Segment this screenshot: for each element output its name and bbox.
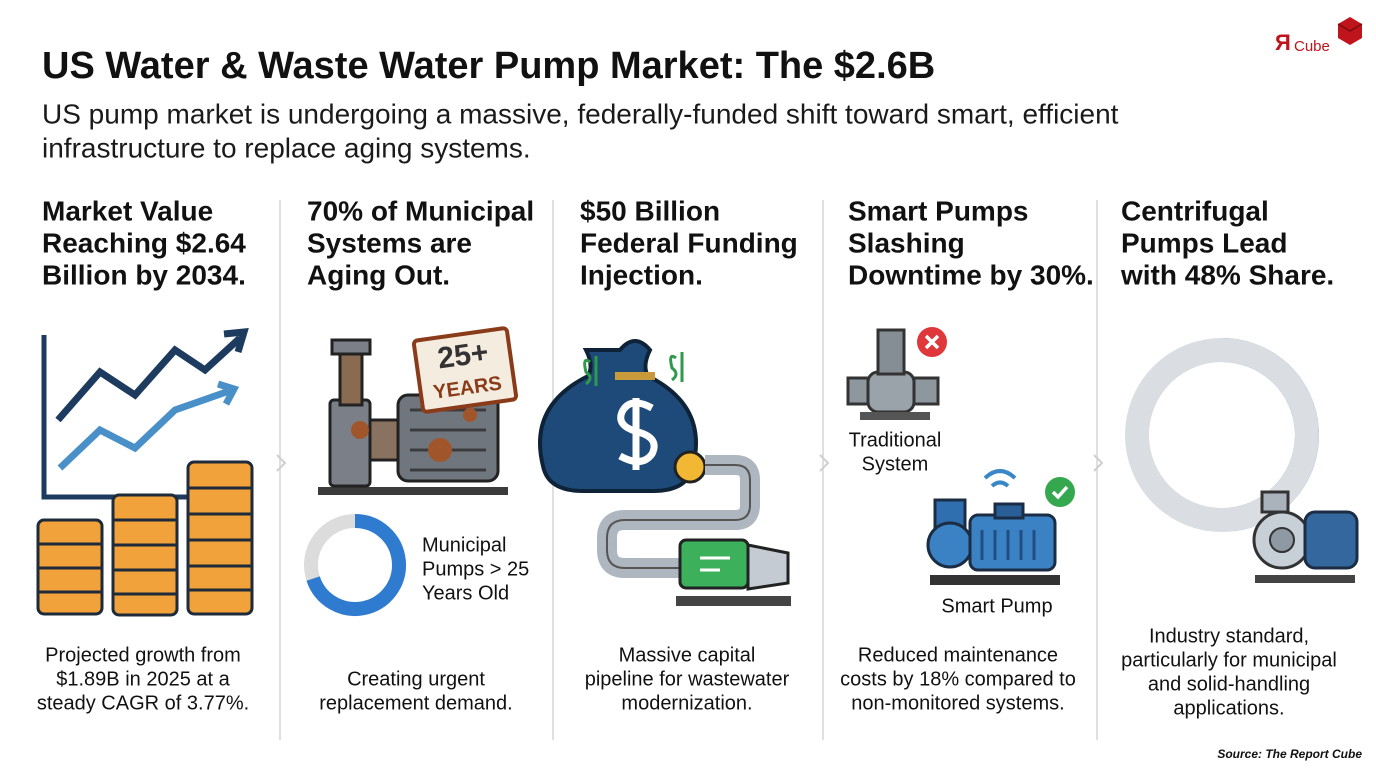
donut-arc <box>306 514 406 616</box>
column-description: non-monitored systems. <box>851 692 1064 714</box>
column-description: steady CAGR of 3.77%. <box>37 692 249 714</box>
column-heading: Centrifugal <box>1121 195 1269 226</box>
column-heading: Smart Pumps <box>848 195 1029 226</box>
column-description: Massive capital <box>619 644 756 666</box>
pump-label: Smart Pump <box>941 595 1052 617</box>
column-description: replacement demand. <box>319 692 512 714</box>
column-description: Projected growth from <box>45 644 241 666</box>
source: Source: The Report Cube <box>1217 747 1362 761</box>
icon-part <box>583 352 684 386</box>
icon-part <box>924 334 940 350</box>
column-description: applications. <box>1173 697 1284 719</box>
icon-part <box>860 412 930 420</box>
icon-part <box>1255 575 1355 583</box>
icon-part <box>1125 338 1319 532</box>
icon-part <box>606 464 751 569</box>
icon-part <box>673 450 707 484</box>
icon-part <box>846 376 870 406</box>
column-heading: Federal Funding <box>580 227 798 258</box>
column-description: $1.89B in 2025 at a <box>56 668 230 690</box>
icon-part <box>411 326 519 414</box>
icon-part <box>318 487 508 495</box>
icon-part <box>57 386 234 471</box>
column-heading: $50 Billion <box>580 195 720 226</box>
icon-part <box>463 408 477 422</box>
pump-label: Traditional <box>849 429 942 451</box>
column-heading: Downtime by 30%. <box>848 259 1094 290</box>
column-description: costs by 18% compared to <box>840 668 1076 690</box>
logo: Я Cube <box>1275 17 1363 55</box>
icon-part <box>216 380 240 406</box>
icon-part <box>1260 490 1290 514</box>
column-heading: Systems are <box>307 227 472 258</box>
logo-text: Cube <box>1294 38 1330 55</box>
icon-part <box>223 327 249 354</box>
subtitle-line: US pump market is undergoing a massive, … <box>42 98 1119 129</box>
column-description: particularly for municipal <box>1121 649 1337 671</box>
icon-part <box>980 530 1036 560</box>
icon-part <box>1269 527 1295 553</box>
column-description: and solid-handling <box>1148 673 1310 695</box>
column-description: pipeline for wastewater <box>585 668 790 690</box>
icon-part <box>330 338 372 356</box>
donut-label: Years Old <box>422 582 509 604</box>
rusty-pump-icon: 25+ YEARS <box>304 326 519 616</box>
title: US Water & Waste Water Pump Market: The … <box>42 45 935 87</box>
funding-icon <box>538 339 791 606</box>
icon-part <box>615 372 655 380</box>
column-description: modernization. <box>621 692 752 714</box>
icon-part <box>186 460 254 616</box>
column-heading: Injection. <box>580 259 703 290</box>
column-heading: Slashing <box>848 227 965 258</box>
icon-part <box>930 575 1060 585</box>
column-heading: 70% of Municipal <box>307 195 534 226</box>
icon-part <box>617 398 658 470</box>
icon-part <box>1051 485 1069 500</box>
icon-part <box>1045 477 1075 507</box>
growth-icon <box>36 327 254 617</box>
icon-part <box>676 596 791 606</box>
icon-part <box>1337 23 1363 32</box>
badge-line: 25+ <box>435 336 490 376</box>
icon-part <box>876 328 906 376</box>
icon-part <box>983 469 1017 488</box>
icon-part <box>111 493 179 617</box>
pump-label: System <box>862 453 929 475</box>
icon-part <box>1303 510 1359 570</box>
icon-part: 25+ YEARS <box>411 326 519 414</box>
icon-part <box>41 335 250 500</box>
subtitle-line: infrastructure to replace aging systems. <box>42 132 531 163</box>
icon-part <box>746 543 790 591</box>
icon-part <box>428 438 452 462</box>
icon-part <box>678 538 750 590</box>
centrifugal-pump-icon <box>1125 338 1359 583</box>
icon-part <box>912 376 940 406</box>
icon-part <box>926 521 974 569</box>
icon-part <box>351 421 369 439</box>
column-description: Industry standard, <box>1149 625 1309 647</box>
icon-part <box>55 335 243 423</box>
icon-part <box>328 398 372 488</box>
donut-label: Municipal <box>422 534 506 556</box>
column-heading: Market Value <box>42 195 213 226</box>
column-heading: Aging Out. <box>307 259 450 290</box>
icon-part <box>866 370 916 414</box>
column-heading: Reaching $2.64 <box>42 227 246 258</box>
icon-part <box>38 486 252 596</box>
column-heading: Billion by 2034. <box>42 259 246 290</box>
pump-compare-icon <box>846 327 1075 585</box>
icon-part <box>993 502 1025 520</box>
icon-part <box>368 418 402 462</box>
column-heading: with 48% Share. <box>1120 259 1334 290</box>
logo-mark: Я <box>1275 30 1291 55</box>
column-description: Reduced maintenance <box>858 644 1058 666</box>
icon-part <box>700 556 730 572</box>
column-description: Creating urgent <box>347 668 485 690</box>
column-heading: Pumps Lead <box>1121 227 1287 258</box>
donut-label: Pumps > 25 <box>422 558 529 580</box>
